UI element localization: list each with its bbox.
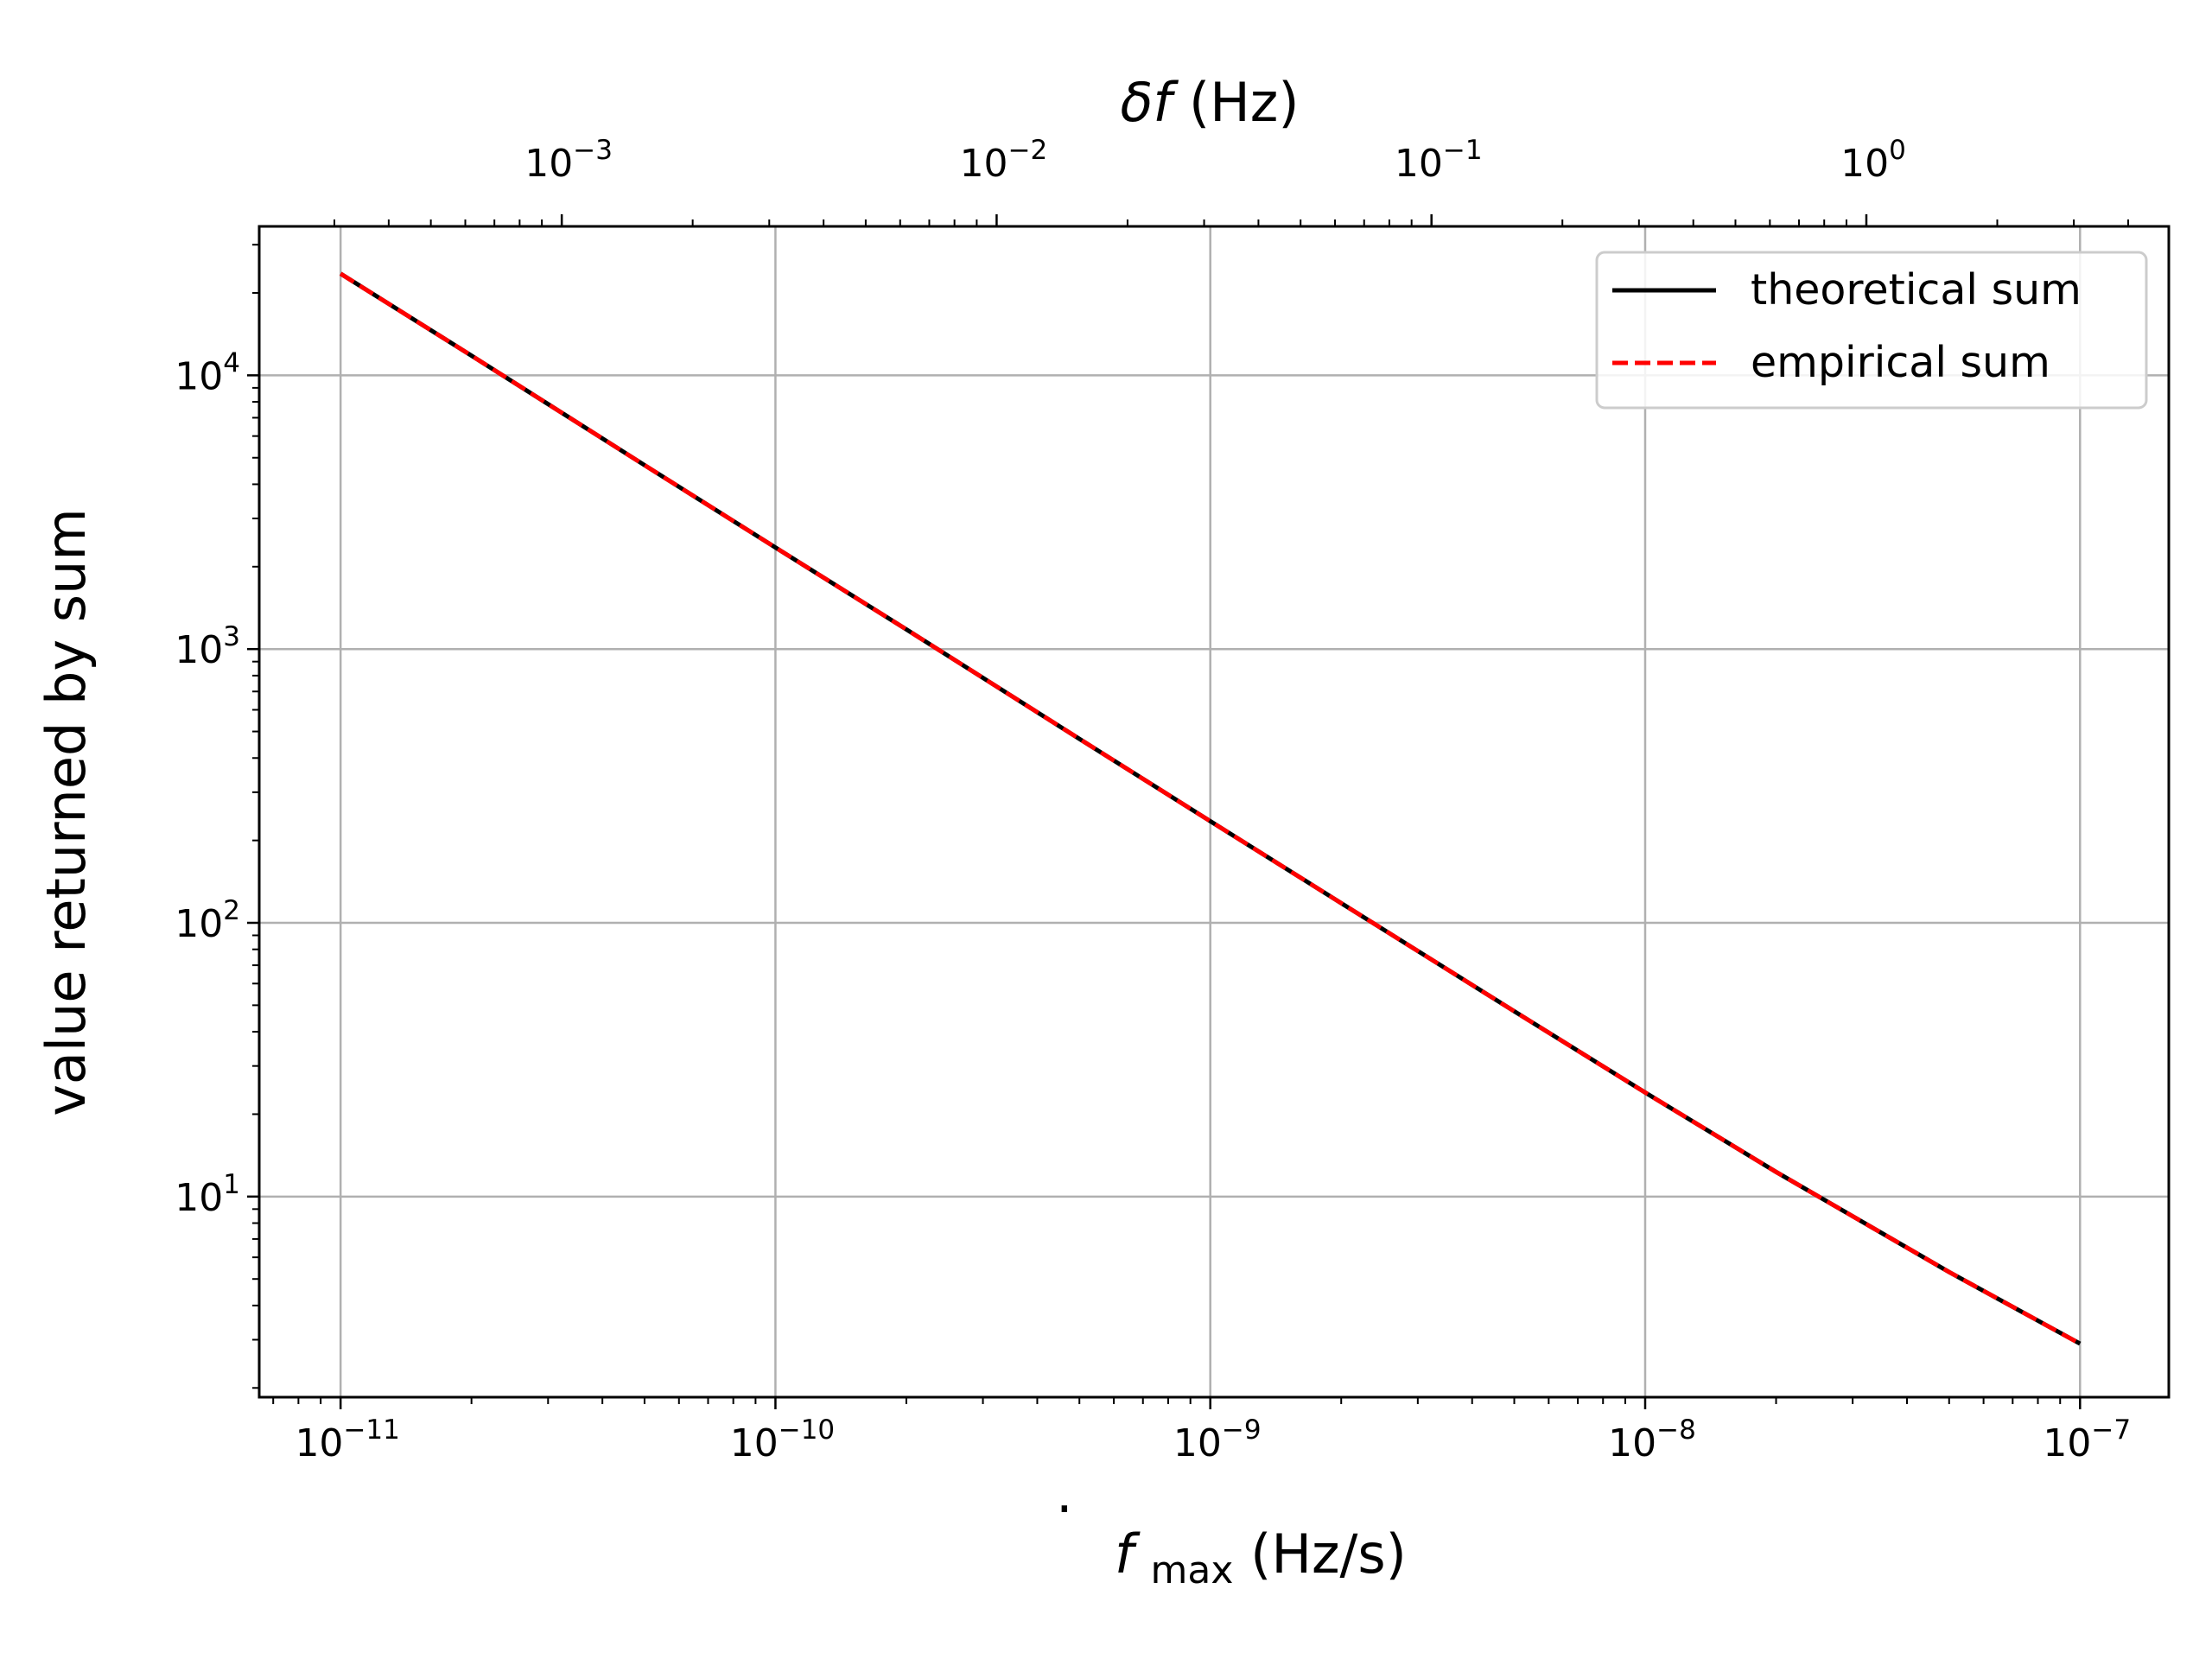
y-tick-label: 104	[175, 347, 240, 398]
plot-frame	[257, 225, 2171, 1399]
series-line-empirical	[339, 271, 2082, 1346]
y-tick-label: 102	[175, 895, 240, 946]
x-axis-label: f max (Hz/s)	[1115, 1522, 1407, 1596]
top-tick-label: 100	[1840, 135, 1906, 186]
legend-label-theoretical: theoretical sum	[1751, 265, 2082, 315]
y-tick-label: 103	[175, 621, 240, 672]
top-tick-label: 10−2	[960, 135, 1048, 186]
top-tick-label: 10−3	[524, 135, 613, 186]
x-axis-label-dot: ·	[1056, 1478, 1073, 1541]
major-ticks	[247, 214, 2082, 1409]
top-tick-label: 10−1	[1395, 135, 1483, 186]
series-layer	[339, 271, 2082, 1346]
legend: theoretical sum empirical sum	[1595, 251, 2148, 410]
x-tick-label: 10−11	[295, 1414, 399, 1465]
top-axis-label: δf (Hz)	[1120, 71, 1299, 134]
x-tick-label: 10−7	[2043, 1414, 2131, 1465]
y-axis-label: value returned by sum	[35, 508, 98, 1116]
x-tick-label: 10−10	[730, 1414, 835, 1465]
y-tick-label: 101	[175, 1169, 240, 1220]
x-tick-label: 10−9	[1173, 1414, 1262, 1465]
legend-label-empirical: empirical sum	[1751, 338, 2050, 387]
x-tick-label: 10−8	[1608, 1414, 1696, 1465]
legend-box	[1595, 251, 2148, 410]
tick-labels: 10−11 10−10 10−9 10−8 10−7 101 102 103 104 10−3 10…	[175, 135, 2131, 1465]
